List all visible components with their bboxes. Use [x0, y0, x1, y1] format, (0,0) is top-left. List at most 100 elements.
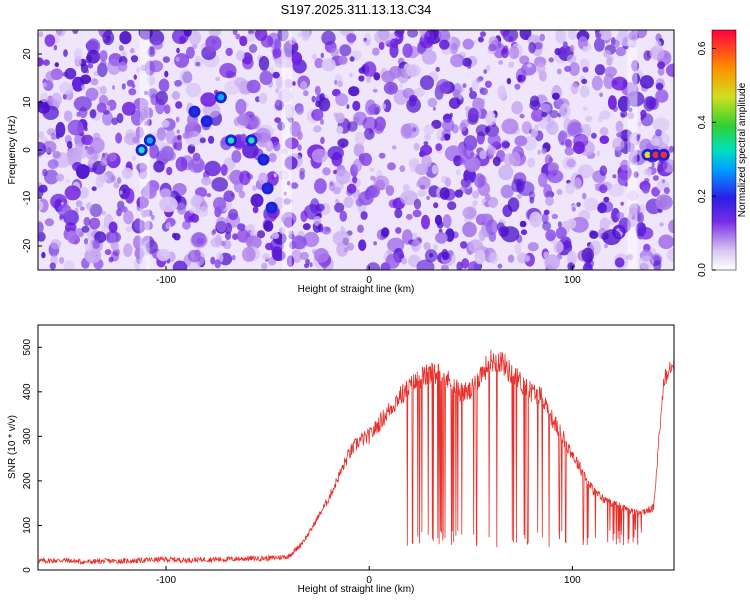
noise-blob	[400, 190, 419, 206]
noise-blob	[300, 210, 308, 223]
noise-blob	[78, 231, 84, 238]
noise-blob	[151, 214, 155, 220]
noise-blob	[631, 215, 636, 220]
noise-blob	[320, 52, 324, 59]
noise-blob	[421, 214, 430, 230]
noise-blob	[508, 35, 514, 42]
noise-blob	[215, 76, 221, 82]
noise-blob	[100, 159, 107, 166]
noise-blob	[538, 172, 548, 188]
noise-blob	[464, 156, 481, 172]
noise-blob	[112, 85, 115, 90]
noise-blob	[78, 186, 89, 199]
noise-blob	[299, 167, 306, 175]
noise-blob	[668, 145, 674, 153]
noise-blob	[632, 72, 640, 85]
noise-blob	[500, 184, 514, 199]
y-tick-label: 100	[22, 517, 33, 534]
noise-blob	[506, 77, 512, 85]
noise-blob	[399, 165, 406, 173]
noise-blob	[215, 216, 227, 233]
noise-blob	[548, 57, 554, 63]
noise-blob	[639, 75, 655, 89]
y-tick-label: -20	[22, 238, 33, 253]
noise-blob	[255, 30, 268, 41]
noise-blob	[598, 200, 614, 213]
hotspot-core	[217, 94, 225, 101]
noise-blob	[374, 30, 392, 45]
noise-blob	[146, 118, 152, 126]
noise-blob	[44, 218, 55, 227]
noise-blob	[116, 177, 122, 185]
noise-blob	[497, 263, 503, 269]
noise-blob	[86, 38, 101, 55]
noise-blob	[125, 226, 132, 233]
noise-blob	[519, 113, 525, 119]
noise-blob	[50, 239, 62, 250]
noise-blob	[618, 217, 631, 233]
noise-blob	[272, 47, 282, 59]
noise-blob	[483, 69, 488, 74]
y-tick-label: 0	[22, 567, 33, 573]
noise-blob	[501, 118, 519, 135]
noise-blob	[442, 214, 452, 229]
noise-blob	[86, 49, 101, 64]
noise-blob	[485, 64, 491, 72]
noise-blob	[102, 30, 115, 46]
noise-blob	[420, 30, 426, 35]
noise-blob	[440, 136, 445, 142]
noise-blob	[42, 168, 48, 177]
noise-blob	[462, 38, 474, 50]
snr-y-axis-label: SNR (10 * v/v)	[7, 415, 18, 479]
noise-blob	[322, 167, 331, 176]
noise-blob	[289, 121, 301, 137]
noise-blob	[190, 194, 202, 209]
noise-blob	[63, 49, 68, 57]
noise-blob	[165, 222, 171, 229]
noise-blob	[496, 222, 505, 232]
noise-blob	[334, 202, 345, 213]
spectrogram-hotspots	[135, 91, 670, 214]
noise-blob	[508, 61, 515, 68]
noise-blob	[214, 234, 222, 246]
noise-blob	[290, 182, 299, 189]
noise-blob	[314, 178, 327, 194]
noise-blob	[492, 113, 496, 118]
noise-blob	[594, 64, 606, 76]
colorbar-tick-label: 0.0	[697, 263, 708, 277]
noise-blob	[318, 97, 331, 112]
noise-blob	[576, 202, 581, 207]
noise-blob	[80, 74, 92, 85]
noise-blob	[132, 155, 137, 161]
noise-blob	[321, 58, 336, 72]
noise-blob	[500, 226, 520, 243]
noise-blob	[402, 184, 410, 192]
noise-blob	[317, 223, 324, 233]
noise-blob	[50, 254, 58, 265]
noise-blob	[638, 255, 655, 270]
snr-plot-frame	[37, 324, 675, 571]
noise-blob	[179, 35, 186, 44]
noise-blob	[283, 216, 294, 228]
noise-blob	[372, 47, 380, 56]
noise-blob	[651, 186, 661, 197]
noise-blob	[585, 115, 593, 123]
noise-blob	[59, 82, 74, 95]
noise-blob	[427, 97, 438, 108]
noise-blob	[97, 62, 108, 78]
noise-blob	[596, 150, 601, 157]
noise-blob	[258, 92, 268, 104]
noise-blob	[579, 58, 590, 70]
noise-blob	[236, 223, 246, 231]
noise-blob	[291, 51, 303, 66]
noise-blob	[460, 177, 471, 188]
noise-blob	[516, 252, 528, 264]
noise-blob	[497, 42, 502, 48]
noise-blob	[631, 60, 640, 72]
spectrogram-y-axis-label: Frequency (Hz)	[7, 116, 18, 185]
noise-blob	[394, 208, 403, 219]
noise-blob	[581, 247, 594, 263]
noise-blob	[547, 169, 564, 184]
noise-blob	[146, 75, 156, 86]
noise-blob	[668, 219, 674, 234]
